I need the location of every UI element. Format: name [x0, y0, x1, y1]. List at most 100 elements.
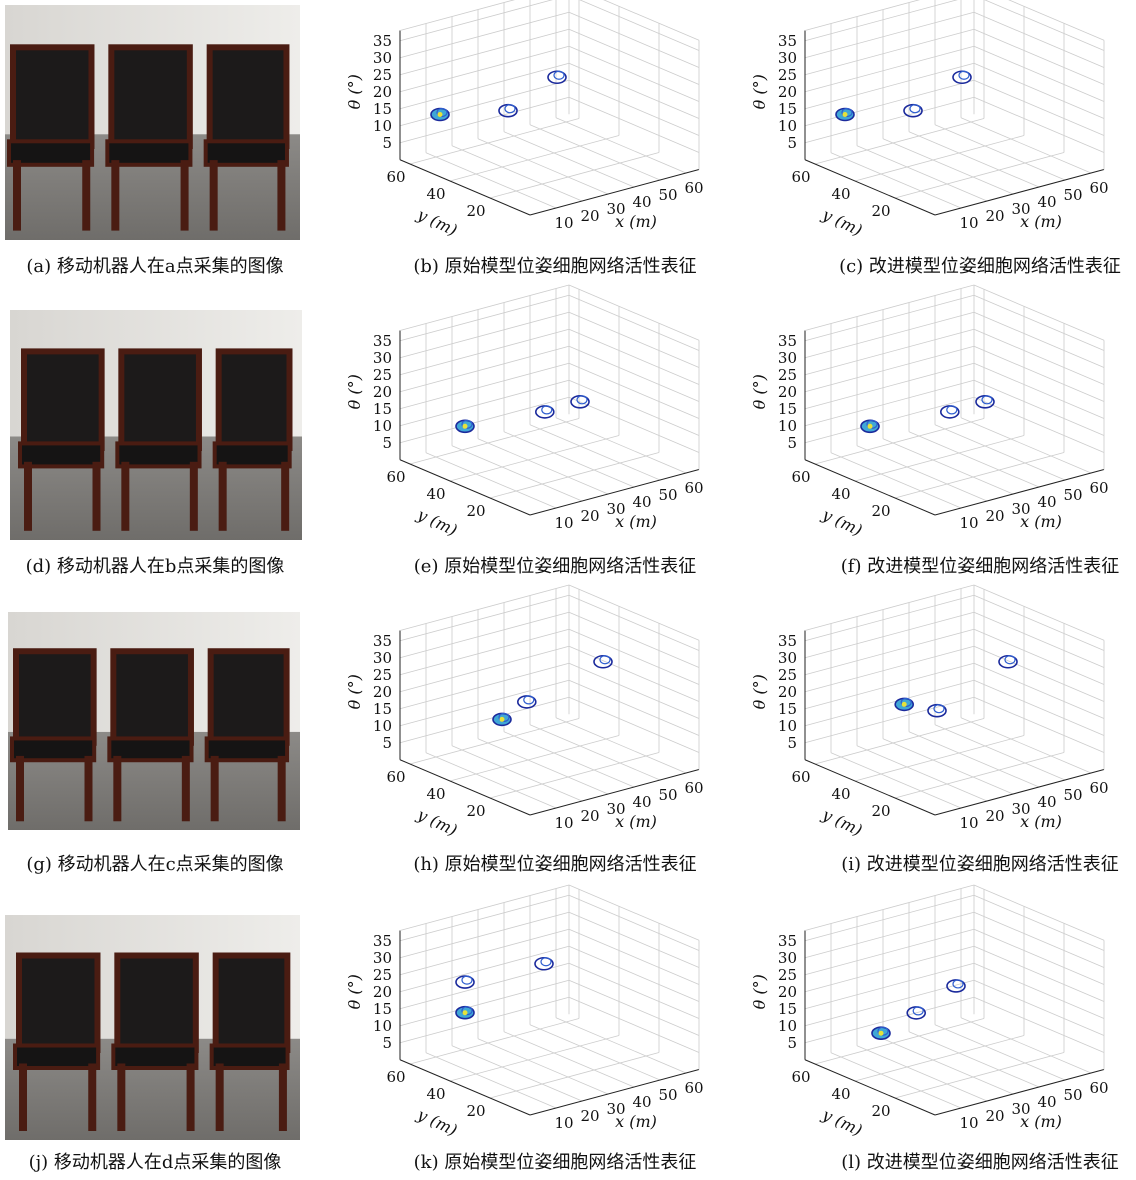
theta-tick-label: 20 — [778, 683, 797, 701]
photo — [5, 915, 300, 1140]
grid-line — [400, 895, 569, 941]
activity-peak — [463, 424, 468, 429]
chair-leg — [279, 1064, 287, 1132]
y-axis-label: y (m) — [413, 1104, 460, 1139]
theta-tick-label: 25 — [778, 366, 797, 384]
grid-line — [895, 153, 1064, 199]
plot-caption: (h) 原始模型位姿细胞网络活性表征 — [413, 854, 696, 875]
grid-line — [805, 363, 974, 409]
chair-seat — [206, 141, 287, 165]
grid-line — [530, 1025, 660, 1080]
grid-line — [805, 912, 974, 958]
y-tick-label: 20 — [871, 202, 890, 220]
chair-leg — [121, 462, 129, 531]
grid-line — [974, 980, 1104, 1035]
theta-axis-label: θ (°) — [345, 674, 364, 709]
y-axis-label: y (m) — [818, 804, 865, 839]
grid-line — [909, 132, 1039, 187]
grid-line — [478, 739, 608, 794]
grid-line — [569, 629, 699, 684]
theta-tick-label: 10 — [778, 417, 797, 435]
grid-line — [556, 1018, 686, 1073]
chair-back — [16, 651, 94, 743]
chair-back — [111, 47, 189, 146]
grid-line — [805, 346, 974, 392]
theta-tick-label: 5 — [382, 434, 392, 452]
theta-tick-label: 30 — [778, 349, 797, 367]
grid-line — [805, 285, 974, 331]
grid-line — [410, 419, 579, 465]
chair-leg — [277, 160, 285, 231]
theta-axis-label: θ (°) — [750, 674, 769, 709]
grid-line — [400, 312, 569, 358]
grid-line — [961, 718, 1091, 773]
grid-line — [974, 663, 1104, 718]
theta-tick-label: 25 — [373, 666, 392, 684]
y-tick-label: 20 — [466, 202, 485, 220]
theta-tick-label: 35 — [778, 632, 797, 650]
chair-leg — [113, 756, 121, 821]
grid-line — [805, 680, 974, 726]
axis-line — [400, 460, 530, 515]
y-tick-label: 40 — [426, 485, 445, 503]
axis-line — [400, 160, 530, 215]
x-tick-label: 50 — [1063, 486, 1082, 504]
grid-line — [504, 1032, 634, 1087]
y-tick-label: 40 — [831, 485, 850, 503]
grid-line — [400, 980, 569, 1026]
grid-line — [400, 397, 569, 443]
x-tick-label: 20 — [580, 807, 599, 825]
x-tick-label: 10 — [554, 814, 573, 832]
activity-blob — [505, 105, 515, 113]
y-tick-label: 60 — [791, 468, 810, 486]
x-tick-label: 10 — [959, 1114, 978, 1132]
x-tick-label: 60 — [684, 1079, 703, 1097]
grid-line — [909, 732, 1039, 787]
grid-line — [569, 380, 699, 435]
grid-line — [569, 46, 699, 101]
photo-caption: (g) 移动机器人在c点采集的图像 — [26, 854, 283, 875]
photo-caption: (d) 移动机器人在b点采集的图像 — [26, 556, 285, 577]
theta-tick-label: 35 — [373, 332, 392, 350]
plot-caption: (b) 原始模型位姿细胞网络活性表征 — [413, 256, 696, 277]
grid-line — [805, 963, 974, 1009]
theta-tick-label: 35 — [373, 32, 392, 50]
activity-blob — [541, 958, 551, 966]
grid-line — [974, 46, 1104, 101]
grid-line — [556, 418, 686, 473]
x-tick-label: 20 — [580, 207, 599, 225]
x-tick-label: 20 — [985, 507, 1004, 525]
grid-line — [909, 1032, 1039, 1087]
x-tick-label: 40 — [632, 193, 651, 211]
grid-line — [974, 346, 1104, 401]
x-tick-label: 60 — [1089, 1079, 1108, 1097]
grid-line — [410, 1019, 579, 1065]
plot-caption: (l) 改进模型位姿细胞网络活性表征 — [841, 1152, 1119, 1173]
chair-leg — [281, 462, 289, 531]
x-tick-label: 20 — [985, 1107, 1004, 1125]
grid-line — [805, 697, 974, 743]
y-axis-label: y (m) — [413, 804, 460, 839]
grid-line — [569, 680, 699, 735]
grid-line — [569, 946, 699, 1001]
x-tick-label: 20 — [985, 207, 1004, 225]
grid-line — [974, 885, 1104, 940]
activity-peak — [902, 702, 907, 707]
photo — [10, 310, 302, 540]
grid-line — [935, 425, 1065, 480]
grid-line — [452, 746, 582, 801]
grid-line — [400, 697, 569, 743]
grid-line — [569, 697, 699, 752]
x-tick-label: 50 — [658, 186, 677, 204]
grid-line — [805, 46, 974, 92]
grid-line — [400, 929, 569, 975]
theta-tick-label: 10 — [373, 417, 392, 435]
grid-line — [883, 439, 1013, 494]
theta-tick-label: 25 — [373, 366, 392, 384]
theta-tick-label: 15 — [778, 400, 797, 418]
grid-line — [569, 663, 699, 718]
grid-line — [478, 439, 608, 494]
grid-line — [855, 136, 1024, 182]
x-axis-label: x (m) — [615, 512, 657, 531]
grid-line — [974, 585, 1104, 640]
